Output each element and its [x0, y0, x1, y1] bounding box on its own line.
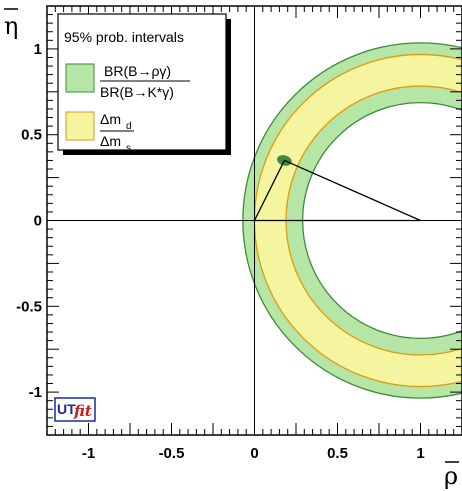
utfit-logo: UT fit [54, 397, 96, 422]
x-tick-label: 1 [416, 445, 424, 462]
y-tick-label: 0 [34, 213, 42, 230]
legend-entry-dm-denominator-sub: s [126, 143, 131, 154]
ring-layer [242, 42, 462, 399]
x-axis-tick-labels: -1 -0.5 0 0.5 1 [82, 445, 425, 462]
x-tick-label: -0.5 [159, 445, 185, 462]
y-tick-label: 1 [34, 41, 42, 58]
legend: 95% prob. intervals BR(B→ργ) BR(B→K*γ) Δ… [57, 13, 231, 155]
utfit-logo-fit: fit [73, 402, 92, 420]
legend-entry-dm-denominator: Δm [100, 133, 121, 149]
utfit-logo-ut: UT [57, 401, 76, 417]
legend-swatch-delta-m [65, 111, 95, 141]
y-axis-title: η [4, 12, 18, 40]
contour-ring-1 [253, 53, 462, 388]
x-axis-title: ρ [444, 462, 458, 490]
legend-entry-br-numerator: BR(B→ργ) [104, 63, 171, 79]
y-tick-label: -0.5 [16, 298, 42, 315]
x-axis-ticks [54, 6, 455, 435]
legend-swatch-br-ratio [65, 63, 95, 93]
x-tick-label: 0.5 [327, 445, 348, 462]
legend-title: 95% prob. intervals [64, 29, 184, 45]
y-axis-tick-labels: -1 -0.5 0 0.5 1 [16, 41, 42, 401]
x-tick-label: -1 [82, 445, 95, 462]
plot-area [47, 6, 462, 435]
y-tick-label: 0.5 [21, 127, 42, 144]
legend-entry-dm-numerator: Δm [100, 111, 121, 127]
y-axis-ticks [47, 14, 462, 427]
x-tick-label: 0 [250, 445, 258, 462]
unitarity-triangle [253, 159, 421, 222]
legend-entry-br-denominator: BR(B→K*γ) [100, 84, 174, 100]
y-tick-label: -1 [29, 384, 42, 401]
utfit-logo-box [54, 397, 96, 422]
legend-entry-dm-numerator-sub: d [126, 121, 132, 132]
